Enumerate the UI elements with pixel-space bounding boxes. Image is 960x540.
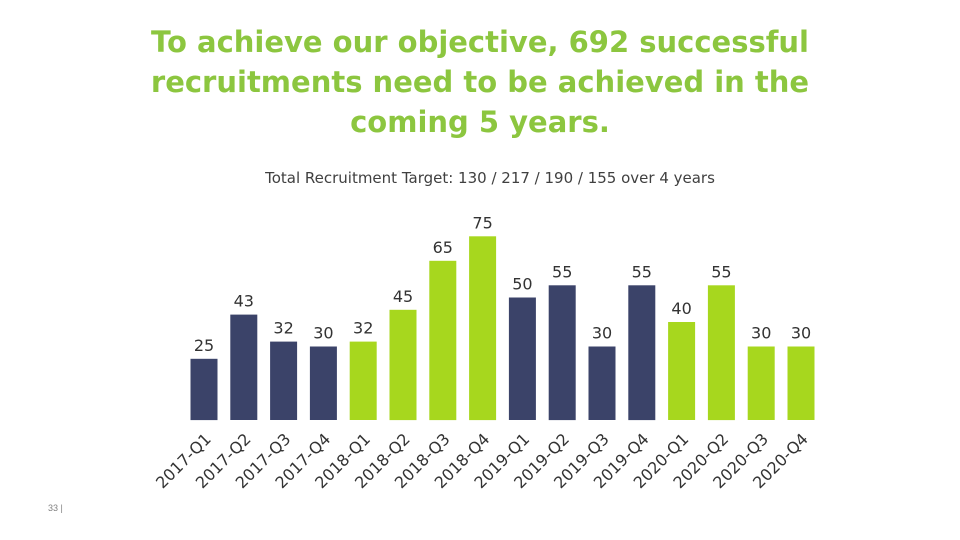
bar-2020-q4 [787,346,815,420]
bar-2018-q1 [349,341,377,420]
slide-title-line-3: coming 5 years. [350,105,610,139]
bars-group [190,236,815,421]
data-label-2020-q4: 30 [791,324,811,343]
slide-title: To achieve our objective, 692 successful… [130,22,830,142]
bar-2019-q1 [508,297,536,420]
slide-title-line-2: recruitments need to be achieved in the [150,65,810,99]
bar-2020-q2 [707,285,735,421]
bar-2017-q3 [270,341,298,420]
data-label-2020-q1: 40 [671,299,691,318]
bar-2017-q4 [309,346,337,420]
data-label-2019-q2: 55 [552,262,572,281]
chart-title: Total Recruitment Target: 130 / 217 / 19… [265,169,715,187]
data-label-2019-q1: 50 [512,275,532,294]
data-label-2018-q4: 75 [472,213,492,232]
bar-2020-q3 [747,346,775,420]
data-label-2018-q2: 45 [393,287,413,306]
category-tick-labels-group: 2017-Q12017-Q22017-Q32017-Q42018-Q12018-… [152,429,812,492]
data-label-2020-q3: 30 [751,324,771,343]
data-label-2018-q3: 65 [433,238,453,257]
data-label-2017-q2: 43 [234,292,254,311]
data-label-2018-q1: 32 [353,319,373,338]
data-label-2019-q3: 30 [592,324,612,343]
value-labels-group: 25 43 32 30 32 45 65 75 50 55 30 55 40 55 30 30 [194,213,811,354]
bar-2020-q1 [668,322,696,420]
data-label-2020-q2: 55 [711,262,731,281]
bar-2018-q2 [389,309,417,421]
bar-2019-q2 [548,285,576,421]
data-label-2017-q1: 25 [194,336,214,355]
bar-2019-q4 [628,285,656,421]
bar-2018-q4 [469,236,497,421]
data-label-2017-q3: 32 [273,319,293,338]
bar-2019-q3 [588,346,616,420]
bar-2017-q2 [230,314,258,420]
bar-2017-q1 [190,358,218,421]
page-number: 33 | [48,503,63,513]
bar-2018-q3 [429,260,457,421]
data-label-2019-q4: 55 [632,262,652,281]
slide-title-line-1: To achieve our objective, 692 successful [151,25,809,59]
data-label-2017-q4: 30 [313,324,333,343]
